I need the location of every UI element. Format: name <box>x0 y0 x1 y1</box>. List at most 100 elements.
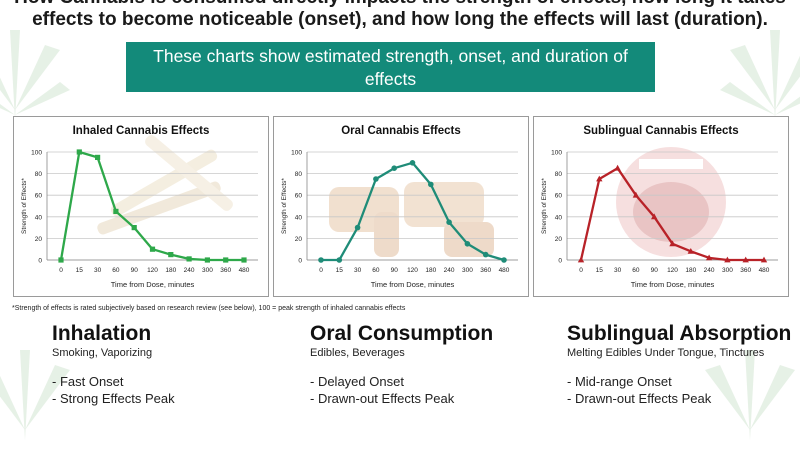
x-tick-label: 60 <box>632 267 640 274</box>
cannabis-leaf-right-icon <box>720 30 800 120</box>
data-point <box>373 176 379 182</box>
x-tick-label: 300 <box>722 267 733 274</box>
data-point <box>113 208 119 214</box>
x-tick-label: 90 <box>391 267 399 274</box>
method-point: - Mid-range Onset <box>567 374 672 389</box>
banner-line-1: These charts show estimated strength, on… <box>153 46 628 89</box>
x-tick-label: 480 <box>499 267 510 274</box>
data-point <box>651 213 658 220</box>
method-title: Inhalation <box>52 322 152 345</box>
x-tick-label: 90 <box>131 267 139 274</box>
x-tick-label: 30 <box>614 267 622 274</box>
data-point <box>482 251 489 258</box>
x-tick-label: 360 <box>480 267 491 274</box>
x-tick-label: 60 <box>112 267 120 274</box>
mouth-shape <box>633 182 709 242</box>
data-point <box>241 257 247 263</box>
chart-title: Sublingual Cannabis Effects <box>583 125 738 137</box>
x-axis-label: Time from Dose, minutes <box>111 280 195 289</box>
method-point: - Drawn-out Effects Peak <box>567 391 712 406</box>
x-tick-label: 180 <box>165 267 176 274</box>
chart-intro-banner: These charts show estimated strength, on… <box>126 42 655 112</box>
method-subtitle: Edibles, Beverages <box>310 347 405 359</box>
method-oral: Oral Consumption Edibles, Beverages - De… <box>310 322 540 407</box>
joint-shape <box>145 135 233 211</box>
method-sublingual: Sublingual Absorption Melting Edibles Un… <box>567 322 797 407</box>
method-point: - Drawn-out Effects Peak <box>310 391 455 406</box>
data-point <box>687 247 694 254</box>
method-subtitle: Smoking, Vaporizing <box>52 347 153 359</box>
data-point <box>391 165 397 171</box>
data-point <box>742 256 749 263</box>
x-tick-label: 360 <box>220 267 231 274</box>
data-point <box>223 257 229 263</box>
data-point <box>428 181 434 188</box>
data-point <box>669 240 676 247</box>
y-tick-label: 100 <box>291 150 302 157</box>
method-points: - Fast Onset - Strong Effects Peak <box>52 373 282 407</box>
data-point <box>168 252 174 258</box>
method-point: - Fast Onset <box>52 374 124 389</box>
data-point <box>464 241 471 247</box>
joint-shape <box>110 149 218 217</box>
y-tick-label: 0 <box>38 258 42 265</box>
chart-title: Inhaled Cannabis Effects <box>73 125 210 137</box>
method-point: - Strong Effects Peak <box>52 391 175 406</box>
y-axis-label: Strength of Effects* <box>541 178 548 234</box>
x-tick-label: 0 <box>59 267 63 274</box>
method-inhalation: Inhalation Smoking, Vaporizing - Fast On… <box>52 322 282 407</box>
method-points: - Delayed Onset - Drawn-out Effects Peak <box>310 373 540 407</box>
method-title: Oral Consumption <box>310 322 494 345</box>
x-tick-label: 0 <box>579 267 583 274</box>
data-point <box>131 225 137 231</box>
x-tick-label: 180 <box>425 267 436 274</box>
joints-illustration <box>97 135 233 235</box>
teeth-shape <box>639 159 703 169</box>
chart-title: Oral Cannabis Effects <box>341 125 461 137</box>
data-point <box>409 160 416 166</box>
y-tick-label: 40 <box>295 214 303 221</box>
x-tick-label: 120 <box>407 267 418 274</box>
sublingual-chart: Sublingual Cannabis Effects 0 20 40 60 80 100 0… <box>541 125 778 289</box>
intro-line-2: effects to become noticeable (onset), an… <box>32 9 768 30</box>
y-axis-label: Strength of Effects* <box>281 178 288 234</box>
data-point <box>705 254 713 261</box>
method-title: Sublingual Absorption <box>567 322 792 345</box>
x-tick-label: 180 <box>685 267 696 274</box>
mouth-illustration <box>616 147 726 257</box>
method-point: - Delayed Onset <box>310 374 404 389</box>
y-tick-label: 80 <box>35 171 43 178</box>
oral-chart-panel: Oral Cannabis Effects 0 20 40 60 80 100 0 15 30 60… <box>273 116 529 297</box>
y-tick-label: 80 <box>555 171 563 178</box>
x-tick-label: 90 <box>651 267 659 274</box>
x-tick-label: 480 <box>759 267 770 274</box>
x-tick-label: 30 <box>354 267 362 274</box>
intro-heading: How Cannabis is consumed directly impact… <box>0 0 800 31</box>
y-tick-label: 60 <box>35 193 43 200</box>
data-point <box>58 257 64 263</box>
x-axis-label: Time from Dose, minutes <box>631 280 715 289</box>
y-tick-label: 100 <box>551 150 562 157</box>
inhaled-chart: Inhaled Cannabis Effects 0 20 40 60 80 100 0 15 3… <box>21 125 258 289</box>
intro-line-1: How Cannabis is consumed directly impact… <box>0 0 800 9</box>
y-tick-label: 20 <box>295 236 303 243</box>
inhaled-chart-panel: Inhaled Cannabis Effects 0 20 40 60 80 100 0 15 3… <box>13 116 269 297</box>
y-tick-label: 60 <box>555 193 563 200</box>
data-point <box>446 219 452 225</box>
data-point <box>95 154 101 160</box>
x-tick-label: 300 <box>462 267 473 274</box>
banner-line-2: across 3 common cannabis consumption met… <box>193 92 588 112</box>
data-point <box>596 175 603 182</box>
x-tick-label: 360 <box>740 267 751 274</box>
y-tick-label: 40 <box>35 214 43 221</box>
x-tick-label: 240 <box>444 267 455 274</box>
data-point <box>501 257 507 263</box>
data-point <box>336 257 343 263</box>
method-subtitle: Melting Edibles Under Tongue, Tinctures <box>567 347 765 359</box>
x-tick-label: 480 <box>239 267 250 274</box>
sublingual-chart-panel: Sublingual Cannabis Effects 0 20 40 60 80 100 0… <box>533 116 789 297</box>
data-point <box>614 164 621 171</box>
x-tick-label: 300 <box>202 267 213 274</box>
x-tick-label: 15 <box>336 267 344 274</box>
data-point <box>186 256 192 262</box>
